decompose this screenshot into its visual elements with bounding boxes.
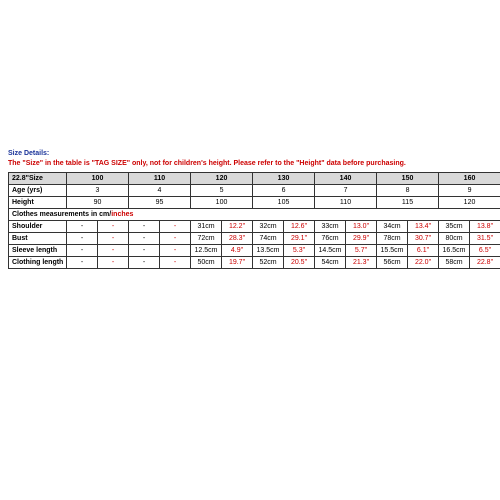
measurements-section-row: Clothes measurements in cm/inches xyxy=(9,209,500,221)
cm-cell: 16.5cm xyxy=(439,245,470,257)
sleeve-label: Sleeve length xyxy=(9,245,67,257)
height-cell: 110 xyxy=(315,197,377,209)
in-cell: - xyxy=(98,221,129,233)
cm-cell: 78cm xyxy=(377,233,408,245)
age-cell: 6 xyxy=(253,185,315,197)
in-cell: 28.3" xyxy=(222,233,253,245)
cm-cell: - xyxy=(67,257,98,269)
section-cm-text: in cm/ xyxy=(89,211,111,218)
size-warning-text: The "Size" in the table is "TAG SIZE" on… xyxy=(8,159,492,168)
in-cell: - xyxy=(98,245,129,257)
section-inches-text: inches xyxy=(111,211,133,218)
height-cell: 120 xyxy=(439,197,500,209)
in-cell: - xyxy=(160,221,191,233)
cm-cell: 13.5cm xyxy=(253,245,284,257)
in-cell: 4.9" xyxy=(222,245,253,257)
height-cell: 90 xyxy=(67,197,129,209)
shoulder-row: Shoulder -- -- 31cm12.2" 32cm12.6" 33cm1… xyxy=(9,221,500,233)
cm-cell: 34cm xyxy=(377,221,408,233)
height-cell: 105 xyxy=(253,197,315,209)
cm-cell: 33cm xyxy=(315,221,346,233)
in-cell: 22.8" xyxy=(470,257,500,269)
bust-label: Bust xyxy=(9,233,67,245)
in-cell: 21.3" xyxy=(346,257,377,269)
size-col: 140 xyxy=(315,173,377,185)
in-cell: - xyxy=(98,233,129,245)
size-details-heading: Size Details: xyxy=(8,150,492,157)
measurements-section-label: Clothes measurements in cm/inches xyxy=(9,209,500,221)
age-cell: 7 xyxy=(315,185,377,197)
in-cell: - xyxy=(160,245,191,257)
in-cell: 12.2" xyxy=(222,221,253,233)
cm-cell: - xyxy=(67,245,98,257)
age-cell: 9 xyxy=(439,185,500,197)
size-col: 120 xyxy=(191,173,253,185)
height-cell: 95 xyxy=(129,197,191,209)
height-cell: 115 xyxy=(377,197,439,209)
in-cell: 19.7" xyxy=(222,257,253,269)
age-cell: 5 xyxy=(191,185,253,197)
cm-cell: 50cm xyxy=(191,257,222,269)
cm-cell: - xyxy=(129,221,160,233)
cm-cell: 74cm xyxy=(253,233,284,245)
cm-cell: - xyxy=(67,221,98,233)
cm-cell: 12.5cm xyxy=(191,245,222,257)
in-cell: 13.8" xyxy=(470,221,500,233)
in-cell: 12.6" xyxy=(284,221,315,233)
cm-cell: 32cm xyxy=(253,221,284,233)
in-cell: - xyxy=(160,233,191,245)
size-col: 160 xyxy=(439,173,500,185)
in-cell: 29.1" xyxy=(284,233,315,245)
cm-cell: 56cm xyxy=(377,257,408,269)
in-cell: 13.0" xyxy=(346,221,377,233)
size-col: 110 xyxy=(129,173,191,185)
cm-cell: 76cm xyxy=(315,233,346,245)
height-label: Height xyxy=(9,197,67,209)
size-header-row: 22.8"Size 100 110 120 130 140 150 160 xyxy=(9,173,500,185)
size-chart-table: 22.8"Size 100 110 120 130 140 150 160 Ag… xyxy=(8,172,500,269)
cm-cell: 35cm xyxy=(439,221,470,233)
age-row: Age (yrs) 3 4 5 6 7 8 9 xyxy=(9,185,500,197)
cm-cell: 58cm xyxy=(439,257,470,269)
cm-cell: 14.5cm xyxy=(315,245,346,257)
size-col: 150 xyxy=(377,173,439,185)
in-cell: 6.1" xyxy=(408,245,439,257)
cm-cell: 15.5cm xyxy=(377,245,408,257)
cm-cell: - xyxy=(129,233,160,245)
age-cell: 3 xyxy=(67,185,129,197)
in-cell: 5.7" xyxy=(346,245,377,257)
height-cell: 100 xyxy=(191,197,253,209)
sleeve-row: Sleeve length -- -- 12.5cm4.9" 13.5cm5.3… xyxy=(9,245,500,257)
in-cell: 22.0" xyxy=(408,257,439,269)
cm-cell: 72cm xyxy=(191,233,222,245)
shoulder-label: Shoulder xyxy=(9,221,67,233)
section-text: Clothes measurements xyxy=(12,211,89,218)
clothing-length-row: Clothing length -- -- 50cm19.7" 52cm20.5… xyxy=(9,257,500,269)
in-cell: 30.7" xyxy=(408,233,439,245)
in-cell: 20.5" xyxy=(284,257,315,269)
in-cell: - xyxy=(98,257,129,269)
cm-cell: - xyxy=(129,257,160,269)
age-cell: 4 xyxy=(129,185,191,197)
in-cell: - xyxy=(160,257,191,269)
age-label: Age (yrs) xyxy=(9,185,67,197)
size-heading-label: 22.8"Size xyxy=(9,173,67,185)
clothing-length-label: Clothing length xyxy=(9,257,67,269)
cm-cell: 80cm xyxy=(439,233,470,245)
in-cell: 31.5" xyxy=(470,233,500,245)
cm-cell: 31cm xyxy=(191,221,222,233)
cm-cell: - xyxy=(67,233,98,245)
age-cell: 8 xyxy=(377,185,439,197)
in-cell: 13.4" xyxy=(408,221,439,233)
in-cell: 5.3" xyxy=(284,245,315,257)
height-row: Height 90 95 100 105 110 115 120 xyxy=(9,197,500,209)
size-col: 130 xyxy=(253,173,315,185)
in-cell: 6.5" xyxy=(470,245,500,257)
bust-row: Bust -- -- 72cm28.3" 74cm29.1" 76cm29.9"… xyxy=(9,233,500,245)
cm-cell: 54cm xyxy=(315,257,346,269)
in-cell: 29.9" xyxy=(346,233,377,245)
cm-cell: 52cm xyxy=(253,257,284,269)
size-col: 100 xyxy=(67,173,129,185)
cm-cell: - xyxy=(129,245,160,257)
